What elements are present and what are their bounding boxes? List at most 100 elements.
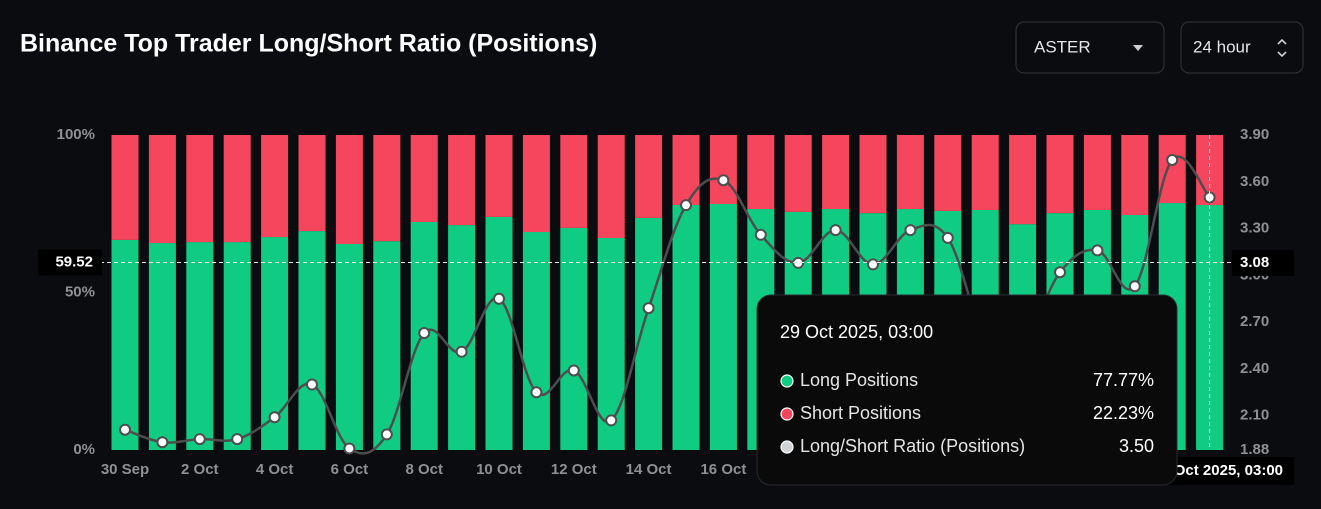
crosshair-label-bg [38, 249, 102, 276]
ratio-point [605, 414, 618, 427]
crosshair-x-label: 29 Oct 2025, 03:00 [1153, 462, 1283, 479]
bar-segment [111, 135, 139, 240]
bar-segment [672, 135, 700, 205]
x-tick-label: 8 Oct [405, 461, 443, 478]
y2-tick-label: 3.90 [1240, 126, 1269, 143]
x-tick-label: 14 Oct [626, 461, 672, 478]
bar-segment [822, 135, 850, 210]
ratio-point [1091, 244, 1104, 257]
tooltip-marker [780, 374, 794, 388]
bar-segment [709, 135, 737, 204]
ratio-point [343, 442, 356, 455]
ratio-point [418, 327, 431, 340]
ratio-point [642, 302, 655, 315]
ratio-point [904, 224, 917, 237]
interval-select[interactable]: 24 hour [1180, 21, 1304, 74]
bar-segment [672, 204, 700, 450]
bar-segment [896, 135, 924, 210]
bar-segment [298, 135, 326, 232]
tooltip-value: 3.50 [1119, 436, 1154, 456]
x-tick-label: 12 Oct [551, 461, 597, 478]
chart-title: Binance Top Trader Long/Short Ratio (Pos… [20, 30, 597, 58]
bar-segment [148, 135, 176, 244]
ratio-point [1128, 280, 1141, 293]
bar-segment [971, 135, 999, 210]
tooltip-value: 77.77% [1093, 370, 1154, 390]
bar-segment [223, 135, 251, 243]
bar-segment [186, 135, 214, 243]
ratio-point [867, 258, 879, 271]
bar-segment [859, 135, 887, 214]
select-text[interactable]: 24 hour [1193, 37, 1251, 56]
ratio-point [268, 411, 281, 424]
tooltip-marker [780, 407, 794, 421]
tooltip-label: Long/Short Ratio (Positions) [800, 436, 1025, 456]
bar-segment [747, 135, 775, 210]
ratio-point [680, 199, 692, 212]
select-box[interactable] [1180, 21, 1304, 74]
bar-segment [111, 239, 139, 450]
crosshair-y-label: 59.52 [55, 253, 93, 270]
y2-tick-label: 3.60 [1240, 173, 1269, 190]
tooltip-label: Short Positions [800, 403, 921, 423]
bar-segment [522, 232, 550, 450]
bar-segment [335, 243, 363, 450]
ratio-point [530, 386, 543, 399]
ratio-point [306, 378, 318, 391]
bar-segment [261, 135, 289, 238]
bar-segment [1046, 135, 1074, 214]
caret-icon [1133, 45, 1143, 51]
select-text[interactable]: ASTER [1034, 37, 1091, 56]
y-tick-label: 50% [65, 283, 95, 300]
bar-segment [186, 242, 214, 450]
ratio-point [1054, 266, 1066, 279]
ratio-point [829, 224, 842, 237]
ratio-point [493, 292, 505, 305]
crosshair-label-bg [1232, 249, 1294, 276]
select-box[interactable] [1015, 21, 1165, 74]
bar-segment [635, 135, 663, 218]
bar-segment [597, 135, 625, 239]
updown-icon [1277, 38, 1287, 58]
bar-segment [1121, 135, 1149, 216]
tooltip-title: 29 Oct 2025, 03:00 [780, 322, 933, 342]
bar-segment [148, 243, 176, 450]
tooltip-marker [780, 440, 794, 454]
y2-tick-label: 2.10 [1240, 407, 1269, 424]
ratio-point [754, 228, 767, 241]
tooltip-label: Long Positions [800, 370, 918, 390]
y-tick-label: 100% [57, 126, 95, 143]
ratio-point [567, 364, 580, 377]
bar-segment [560, 135, 588, 228]
x-tick-label: 10 Oct [476, 461, 522, 478]
bar-segment [373, 135, 401, 242]
bar-segment [1083, 135, 1111, 210]
bar-segment [709, 203, 737, 450]
bar-segment [485, 216, 513, 450]
ratio-point [717, 174, 730, 187]
x-tick-label: 2 Oct [181, 461, 219, 478]
bar-segment [298, 231, 326, 450]
bar-segment [410, 135, 438, 222]
ratio-point [156, 436, 169, 449]
x-tick-label: 4 Oct [256, 461, 294, 478]
symbol-select[interactable]: ASTER [1015, 21, 1165, 74]
ratio-point [941, 231, 954, 244]
ratio-point [380, 428, 393, 441]
bar-segment [560, 227, 588, 450]
bar-segment [485, 135, 513, 217]
bar-segment [223, 242, 251, 450]
y2-tick-label: 3.30 [1240, 220, 1269, 237]
y2-tick-label: 1.88 [1240, 441, 1269, 458]
tooltip-box [756, 294, 1178, 486]
x-tick-label: 6 Oct [331, 461, 369, 478]
y2-tick-label: 2.70 [1240, 313, 1269, 330]
bar-segment [1158, 135, 1186, 204]
bar-segment [448, 135, 476, 226]
y-tick-label: 0% [73, 441, 95, 458]
ratio-point [455, 345, 468, 358]
x-tick-label: 30 Sep [101, 461, 149, 478]
bar-segment [522, 135, 550, 233]
bar-segment [635, 217, 663, 450]
